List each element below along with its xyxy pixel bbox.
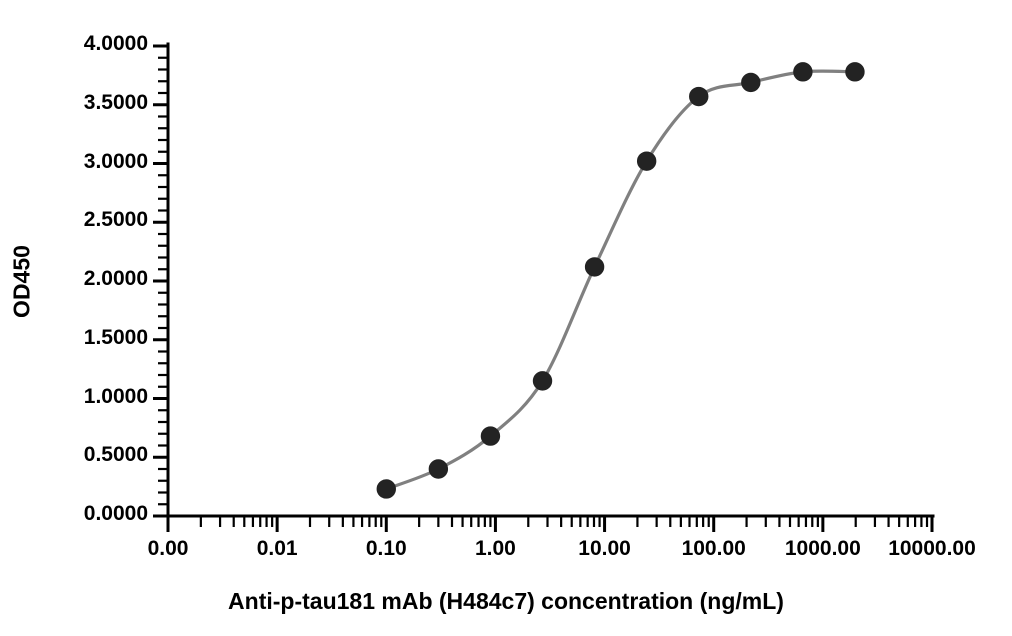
data-point — [741, 72, 761, 93]
x-tick-label: 1.00 — [474, 537, 516, 560]
x-tick-label: 10000.00 — [888, 537, 976, 560]
y-tick-label: 2.0000 — [83, 267, 148, 290]
series-line — [384, 69, 857, 491]
x-tick-label: 1000.00 — [784, 537, 861, 560]
y-tick-label: 0.0000 — [83, 502, 148, 525]
x-axis-title: Anti-p-tau181 mAb (H484c7) concentration… — [228, 588, 784, 614]
y-tick-label: 1.5000 — [83, 325, 148, 349]
y-tick-label: 4.0000 — [83, 32, 148, 55]
data-point — [584, 257, 605, 277]
data-point — [428, 459, 449, 479]
axes — [165, 42, 935, 519]
y-tick-label: 0.5000 — [83, 443, 148, 467]
x-tick-label: 10.00 — [578, 537, 631, 560]
y-axis-ticks — [153, 44, 168, 518]
data-point — [636, 151, 657, 171]
data-point — [376, 479, 396, 499]
x-tick-label: 100.00 — [681, 537, 746, 560]
x-tick-label: 0.10 — [365, 537, 407, 560]
data-point — [480, 426, 501, 446]
data-point — [532, 371, 553, 391]
data-point — [689, 86, 709, 107]
x-axis-ticks — [166, 516, 934, 532]
y-tick-label: 1.0000 — [83, 384, 148, 408]
data-series — [376, 62, 865, 499]
y-axis-title: OD450 — [8, 245, 35, 318]
y-tick-label: 3.5000 — [83, 90, 148, 114]
x-tick-label: 0.01 — [256, 537, 298, 560]
data-point — [845, 62, 865, 82]
y-tick-label: 3.0000 — [83, 149, 148, 173]
x-tick-label: 0.00 — [147, 537, 189, 560]
y-tick-label: 2.5000 — [83, 208, 148, 232]
data-point — [793, 62, 813, 82]
